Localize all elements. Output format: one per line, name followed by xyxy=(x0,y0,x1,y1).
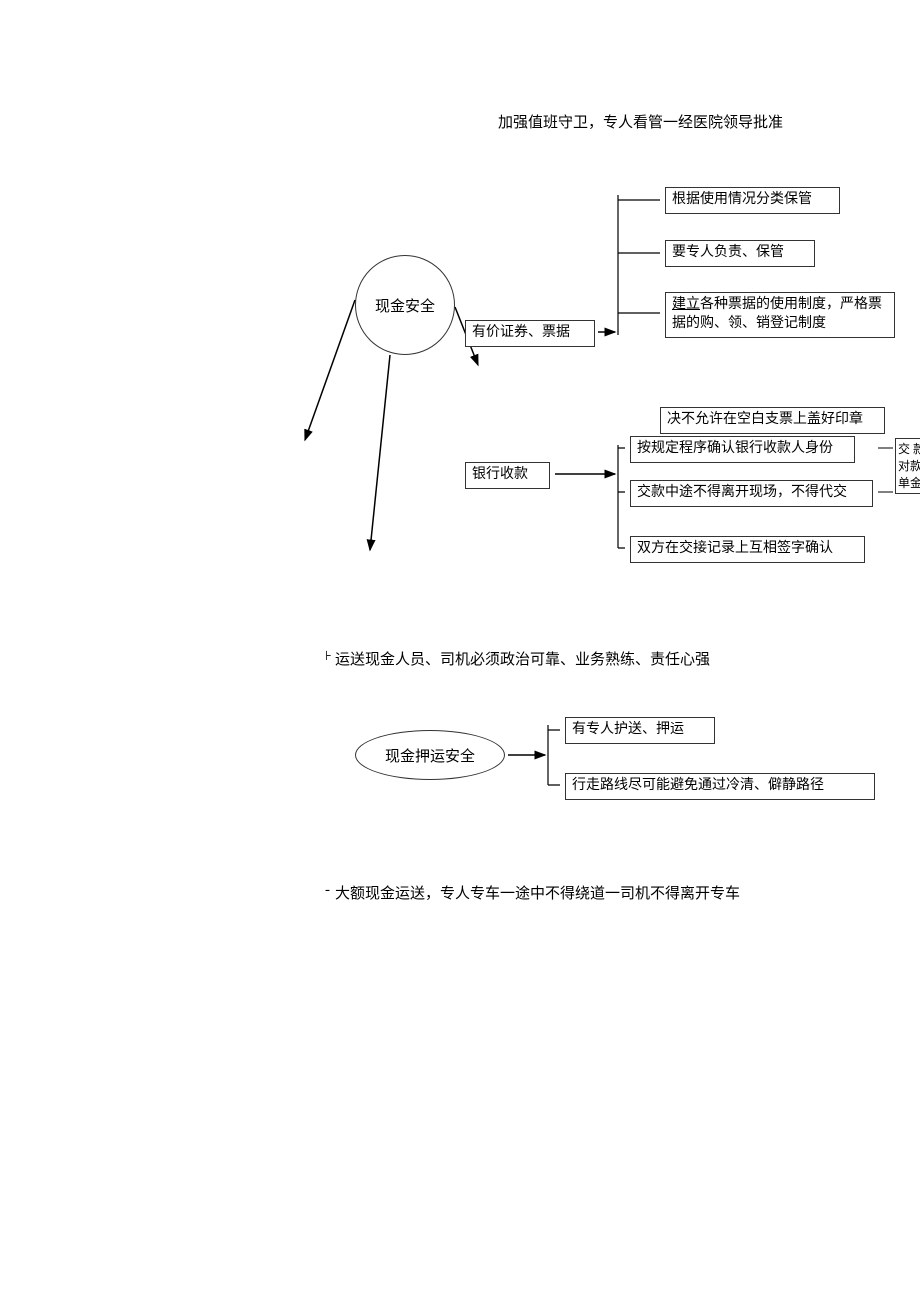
d1-branch-a-box: 有价证券、票据 xyxy=(465,320,595,347)
d2-root-label: 现金押运安全 xyxy=(385,745,475,766)
d1-leaf-a3-u: 建立 xyxy=(672,297,700,312)
d1-top-text: 加强值班守卫，专人看管一经医院领导批准 xyxy=(498,111,783,132)
d1-leaf-b4: 双方在交接记录上互相签字确认 xyxy=(630,536,865,563)
d1-leaf-a2: 要专人负责、保管 xyxy=(665,240,815,267)
d1-root-label: 现金安全 xyxy=(375,295,435,316)
diagram-stage: 加强值班守卫，专人看管一经医院领导批准 现金安全 有价证券、票据 根据使用情况分… xyxy=(0,0,920,1301)
d1-leaf-a3: 建立各种票据的使用制度，严格票据的购、领、销登记制度 xyxy=(665,292,895,338)
d2-top-bullet: ⊦ xyxy=(325,648,332,664)
d1-leaf-b2: 按规定程序确认银行收款人身份 xyxy=(630,436,855,463)
d1-branch-b-label: 银行收款 xyxy=(472,467,528,482)
d1-side-l3: 单金 xyxy=(898,475,920,492)
d1-root-circle: 现金安全 xyxy=(355,255,455,355)
d2-leaf-2: 行走路线尽可能避免通过冷清、僻静路径 xyxy=(565,773,875,800)
d2-leaf-1: 有专人护送、押运 xyxy=(565,717,715,744)
d2-bottom-text: 大额现金运送，专人专车一途中不得绕道一司机不得离开专车 xyxy=(335,882,740,903)
d1-leaf-a3-rest: 各种票据的使用制度，严格票据的购、领、销登记制度 xyxy=(672,297,882,331)
d1-side-l2: 对款 xyxy=(898,458,920,475)
d1-leaf-a1: 根据使用情况分类保管 xyxy=(665,187,840,214)
d2-top-text: 运送现金人员、司机必须政治可靠、业务熟练、责任心强 xyxy=(335,648,710,669)
d1-side-box: 交 款 对款 单金 xyxy=(895,438,920,494)
d2-bottom-bullet: - xyxy=(325,882,330,899)
d1-leaf-b3: 交款中途不得离开现场，不得代交 xyxy=(630,480,873,507)
d1-side-l1: 交 款 xyxy=(898,441,920,458)
d1-leaf-b1: 决不允许在空白支票上盖好印章 xyxy=(660,407,885,434)
d1-branch-b-box: 银行收款 xyxy=(465,462,550,489)
d2-root-ellipse: 现金押运安全 xyxy=(355,730,505,780)
d1-branch-a-label: 有价证券、票据 xyxy=(472,325,570,340)
